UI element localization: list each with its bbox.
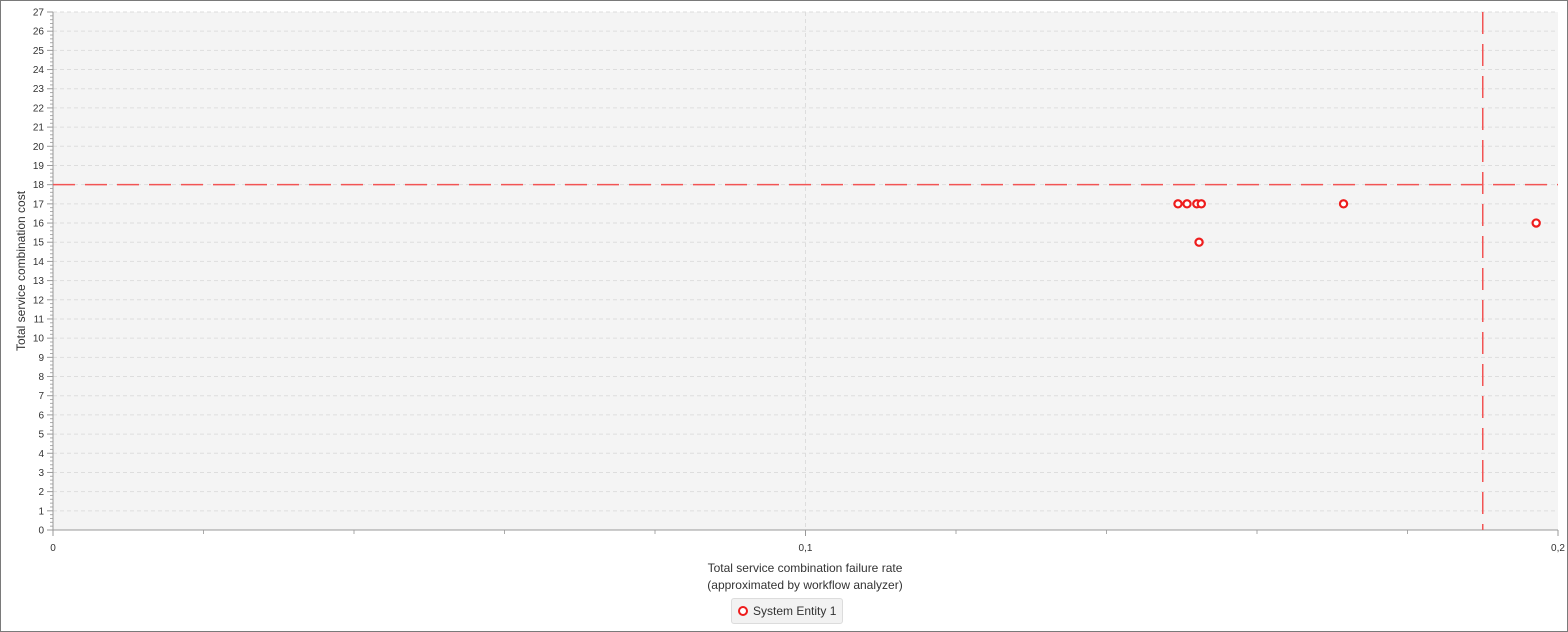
x-tick-label: 0 bbox=[50, 543, 56, 554]
y-tick-label: 6 bbox=[38, 410, 44, 421]
data-point bbox=[1338, 199, 1349, 209]
y-tick-label: 24 bbox=[33, 65, 45, 76]
threshold-lines bbox=[53, 12, 1558, 530]
y-tick-label: 25 bbox=[33, 46, 45, 57]
y-tick-label: 7 bbox=[38, 391, 44, 402]
y-tick-label: 9 bbox=[38, 353, 44, 364]
y-tick-label: 26 bbox=[33, 27, 45, 38]
y-tick-label: 17 bbox=[33, 199, 45, 210]
y-tick-label: 14 bbox=[33, 257, 45, 268]
x-axis-title-line2: (approximated by workflow analyzer) bbox=[707, 578, 902, 592]
axes: 0123456789101112131415161718192021222324… bbox=[33, 8, 1566, 555]
x-tick-label: 0,2 bbox=[1551, 543, 1565, 554]
y-tick-label: 8 bbox=[38, 372, 44, 383]
y-tick-label: 12 bbox=[33, 295, 45, 306]
y-tick-label: 11 bbox=[34, 314, 45, 325]
y-tick-label: 10 bbox=[33, 334, 45, 345]
data-point bbox=[1196, 199, 1207, 209]
data-points bbox=[1173, 199, 1541, 247]
y-tick-label: 5 bbox=[38, 430, 44, 441]
data-point bbox=[1194, 237, 1204, 247]
y-tick-label: 13 bbox=[33, 276, 45, 287]
y-tick-label: 4 bbox=[38, 449, 44, 460]
y-tick-label: 0 bbox=[38, 526, 44, 537]
y-tick-label: 20 bbox=[33, 142, 45, 153]
data-point bbox=[1531, 218, 1541, 228]
y-tick-label: 15 bbox=[33, 238, 45, 249]
x-tick-label: 0,1 bbox=[799, 543, 813, 554]
y-tick-label: 23 bbox=[33, 84, 45, 95]
grid-lines bbox=[53, 11, 1558, 530]
y-tick-label: 3 bbox=[38, 468, 44, 479]
y-tick-label: 22 bbox=[33, 103, 45, 114]
data-point bbox=[1182, 199, 1192, 209]
x-axis-title-line1: Total service combination failure rate bbox=[708, 561, 903, 575]
legend-marker-icon bbox=[738, 606, 748, 616]
y-tick-label: 27 bbox=[33, 8, 45, 19]
y-tick-label: 21 bbox=[33, 123, 45, 134]
y-tick-label: 2 bbox=[38, 487, 44, 498]
data-point bbox=[1173, 199, 1183, 209]
y-axis-title: Total service combination cost bbox=[14, 190, 28, 351]
y-tick-label: 16 bbox=[33, 219, 45, 230]
y-tick-label: 1 bbox=[38, 506, 44, 517]
y-tick-label: 19 bbox=[33, 161, 45, 172]
y-tick-label: 18 bbox=[33, 180, 45, 191]
legend: System Entity 1 bbox=[731, 598, 844, 624]
legend-label: System Entity 1 bbox=[753, 604, 837, 618]
